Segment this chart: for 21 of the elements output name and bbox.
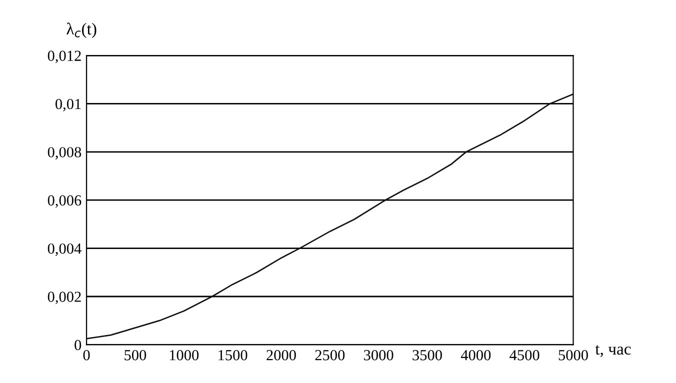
y-tick-label: 0,006 (48, 195, 82, 208)
line-series (86, 93, 574, 340)
x-tick-label: 1000 (170, 350, 199, 360)
y-tick-label: 0,012 (48, 50, 81, 64)
x-axis-title: t, час (595, 345, 631, 358)
y-tick-label: 0,004 (48, 243, 82, 256)
x-tick-label: 4000 (460, 350, 491, 360)
x-tick-label: 3000 (364, 350, 394, 360)
x-tick-label: 4500 (510, 350, 540, 360)
y-axis-title: λ$_{c}$(t) (66, 22, 96, 38)
y-tick-label: 0,008 (48, 147, 82, 160)
x-tick-label: 0 (83, 350, 90, 360)
x-tick-label: 500 (124, 350, 146, 360)
x-tick-label: 5000 (558, 350, 588, 360)
x-tick-label: 3500 (412, 350, 442, 360)
x-tick-label: 1500 (218, 350, 248, 360)
y-tick-label: 0,01 (56, 98, 81, 112)
y-tick-label: 0 (74, 340, 82, 350)
y-tick-label: 0,002 (48, 292, 81, 304)
x-tick-label: 2000 (266, 350, 296, 360)
x-tick-label: 2500 (315, 350, 345, 360)
